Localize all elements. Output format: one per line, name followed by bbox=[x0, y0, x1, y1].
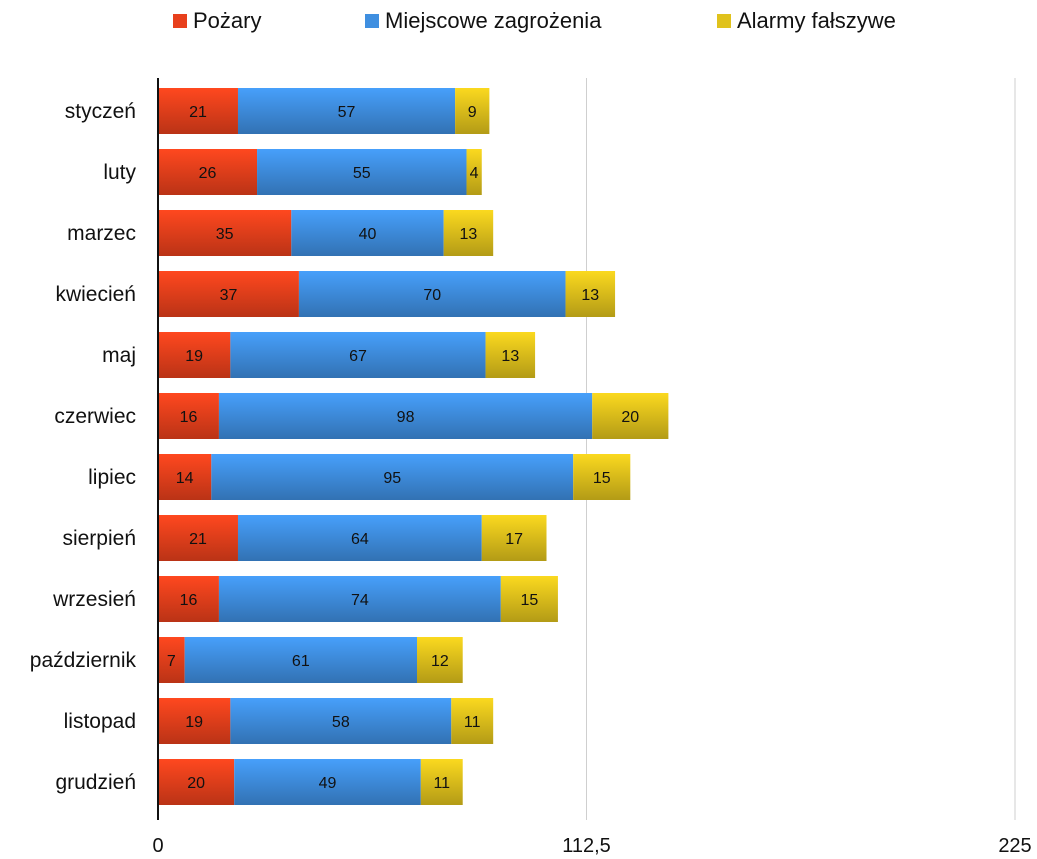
data-label-1-1: 55 bbox=[353, 165, 371, 182]
data-label-10-2: 11 bbox=[464, 714, 481, 731]
data-label-2-1: 40 bbox=[359, 226, 377, 243]
category-label-8: wrzesień bbox=[52, 588, 136, 611]
bar-4-1 bbox=[230, 332, 486, 378]
bar-3-1 bbox=[298, 271, 566, 317]
bar-1-1 bbox=[257, 149, 467, 195]
data-label-6-1: 95 bbox=[383, 470, 401, 487]
data-label-7-2: 17 bbox=[505, 531, 523, 548]
category-label-10: listopad bbox=[64, 710, 136, 733]
data-label-4-0: 19 bbox=[185, 348, 203, 365]
data-label-7-1: 64 bbox=[351, 531, 369, 548]
data-label-9-2: 12 bbox=[431, 653, 449, 670]
category-label-6: lipiec bbox=[88, 466, 136, 489]
data-label-3-2: 13 bbox=[581, 287, 599, 304]
bar-3-0 bbox=[158, 271, 299, 317]
bar-7-1 bbox=[237, 515, 482, 561]
bar-7-0 bbox=[158, 515, 238, 561]
data-label-1-2: 4 bbox=[470, 165, 479, 182]
bar-9-0 bbox=[158, 637, 185, 683]
bar-10-1 bbox=[230, 698, 452, 744]
data-label-1-0: 26 bbox=[199, 165, 217, 182]
bar-6-1 bbox=[211, 454, 574, 500]
data-label-2-0: 35 bbox=[216, 226, 234, 243]
bar-6-2 bbox=[573, 454, 631, 500]
data-label-2-2: 13 bbox=[460, 226, 478, 243]
category-label-7: sierpień bbox=[62, 527, 136, 550]
bar-4-2 bbox=[485, 332, 536, 378]
legend-swatch-miejscowe-zagrozenia bbox=[365, 14, 379, 28]
bar-7-2 bbox=[481, 515, 547, 561]
bar-5-1 bbox=[218, 393, 593, 439]
data-label-9-0: 7 bbox=[167, 653, 176, 670]
data-label-10-0: 19 bbox=[185, 714, 203, 731]
bar-3-2 bbox=[565, 271, 616, 317]
bar-1-2 bbox=[466, 149, 482, 195]
bar-8-2 bbox=[500, 576, 558, 622]
x-tick-label-1: 112,5 bbox=[562, 835, 611, 857]
bar-11-1 bbox=[234, 759, 421, 805]
bar-0-0 bbox=[158, 88, 238, 134]
data-label-8-1: 74 bbox=[351, 592, 369, 609]
category-label-0: styczeń bbox=[65, 100, 136, 123]
bar-2-1 bbox=[291, 210, 444, 256]
bar-10-2 bbox=[451, 698, 494, 744]
data-label-5-1: 98 bbox=[397, 409, 415, 426]
data-label-4-1: 67 bbox=[349, 348, 367, 365]
data-label-0-2: 9 bbox=[468, 104, 477, 121]
category-label-5: czerwiec bbox=[54, 405, 136, 428]
bar-6-0 bbox=[158, 454, 212, 500]
data-label-5-0: 16 bbox=[180, 409, 198, 426]
data-label-11-1: 49 bbox=[319, 775, 337, 792]
category-label-9: październik bbox=[30, 649, 137, 672]
legend-swatch-alarmy-falszywe bbox=[717, 14, 731, 28]
bar-5-2 bbox=[592, 393, 669, 439]
bar-5-0 bbox=[158, 393, 219, 439]
x-tick-label-0: 0 bbox=[152, 835, 163, 857]
legend: Pożary Miejscowe zagrożenia Alarmy fałsz… bbox=[0, 8, 1037, 42]
bar-2-0 bbox=[158, 210, 292, 256]
bar-4-0 bbox=[158, 332, 231, 378]
category-label-1: luty bbox=[103, 161, 136, 184]
bar-10-0 bbox=[158, 698, 231, 744]
data-label-6-0: 14 bbox=[176, 470, 194, 487]
bar-9-1 bbox=[184, 637, 418, 683]
legend-item-alarmy-falszywe: Alarmy fałszywe bbox=[717, 8, 896, 34]
bar-11-2 bbox=[420, 759, 463, 805]
bar-8-1 bbox=[218, 576, 501, 622]
legend-swatch-pozary bbox=[173, 14, 187, 28]
data-label-11-2: 11 bbox=[433, 775, 450, 792]
data-label-0-1: 57 bbox=[338, 104, 356, 121]
bar-8-0 bbox=[158, 576, 219, 622]
bar-11-0 bbox=[158, 759, 235, 805]
bar-0-1 bbox=[237, 88, 456, 134]
data-label-10-1: 58 bbox=[332, 714, 350, 731]
legend-label-pozary: Pożary bbox=[193, 8, 262, 33]
data-label-6-2: 15 bbox=[593, 470, 611, 487]
legend-label-miejscowe-zagrozenia: Miejscowe zagrożenia bbox=[385, 8, 602, 33]
bar-1-0 bbox=[158, 149, 258, 195]
data-label-4-2: 13 bbox=[501, 348, 519, 365]
data-label-8-2: 15 bbox=[520, 592, 538, 609]
data-label-3-0: 37 bbox=[220, 287, 238, 304]
data-label-0-0: 21 bbox=[189, 104, 207, 121]
bar-2-2 bbox=[443, 210, 494, 256]
data-label-11-0: 20 bbox=[187, 775, 205, 792]
x-tick-label-2: 225 bbox=[998, 835, 1031, 857]
category-label-4: maj bbox=[102, 344, 136, 367]
legend-item-miejscowe-zagrozenia: Miejscowe zagrożenia bbox=[365, 8, 601, 34]
legend-label-alarmy-falszywe: Alarmy fałszywe bbox=[737, 8, 896, 33]
data-label-5-2: 20 bbox=[621, 409, 639, 426]
category-label-2: marzec bbox=[67, 222, 136, 245]
legend-item-pozary: Pożary bbox=[173, 8, 261, 34]
bar-0-2 bbox=[455, 88, 490, 134]
data-label-3-1: 70 bbox=[423, 287, 441, 304]
data-label-7-0: 21 bbox=[189, 531, 207, 548]
data-label-9-1: 61 bbox=[292, 653, 310, 670]
category-label-3: kwiecień bbox=[55, 283, 136, 306]
data-label-8-0: 16 bbox=[180, 592, 198, 609]
bar-9-2 bbox=[417, 637, 463, 683]
category-label-11: grudzień bbox=[55, 771, 136, 794]
